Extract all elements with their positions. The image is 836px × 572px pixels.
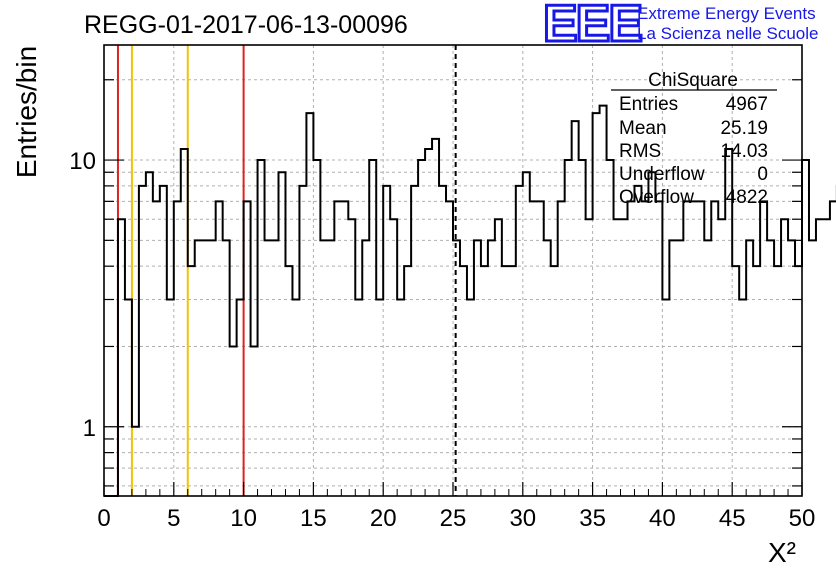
histogram-series (104, 104, 836, 497)
stats-value-overflow: 4822 (726, 187, 768, 208)
x-tick-label: 15 (300, 505, 327, 532)
stats-value-rms: 14.03 (720, 141, 768, 162)
stats-value-mean: 25.19 (720, 118, 768, 139)
x-tick-label: 35 (579, 505, 606, 532)
x-tick-label: 40 (649, 505, 676, 532)
x-tick-label: 30 (509, 505, 536, 532)
x-tick-label: 25 (440, 505, 467, 532)
stats-label-rms: RMS (619, 141, 661, 162)
x-tick-label: 10 (230, 505, 257, 532)
y-tick-label: 10 (69, 148, 96, 175)
logo-line-1: Extreme Energy Events (637, 4, 816, 23)
y-axis-title: Entries/bin (11, 46, 42, 178)
eee-logo: EEE Extreme Energy Events La Scienza nel… (542, 0, 819, 55)
stats-value-entries: 4967 (726, 94, 768, 115)
x-tick-labels: 0 5 10 15 20 25 30 35 40 45 50 (97, 505, 815, 532)
stats-label-overflow: Overflow (619, 187, 694, 208)
stats-label-mean: Mean (619, 118, 667, 139)
x-tick-label: 5 (167, 505, 180, 532)
grid-lines (104, 45, 802, 496)
y-tick-labels: 1 10 (69, 148, 96, 442)
axis-ticks (103, 79, 803, 496)
stats-value-underflow: 0 (757, 164, 768, 185)
stats-label-entries: Entries (619, 94, 678, 115)
eee-logo-mark: EEE (543, 0, 641, 53)
stats-label-underflow: Underflow (619, 164, 705, 185)
y-tick-label: 1 (83, 415, 96, 442)
x-axis-title: X² (768, 537, 796, 568)
x-tick-label: 45 (719, 505, 746, 532)
logo-line-2: La Scienza nelle Scuole (637, 24, 818, 43)
x-tick-label: 0 (97, 505, 110, 532)
x-tick-label: 50 (789, 505, 816, 532)
x-tick-label: 20 (370, 505, 397, 532)
stats-box: ChiSquare Entries 4967 Mean 25.19 RMS 14… (611, 70, 777, 208)
chart-title: REGG-01-2017-06-13-00096 (84, 11, 408, 39)
stats-title: ChiSquare (648, 70, 738, 91)
